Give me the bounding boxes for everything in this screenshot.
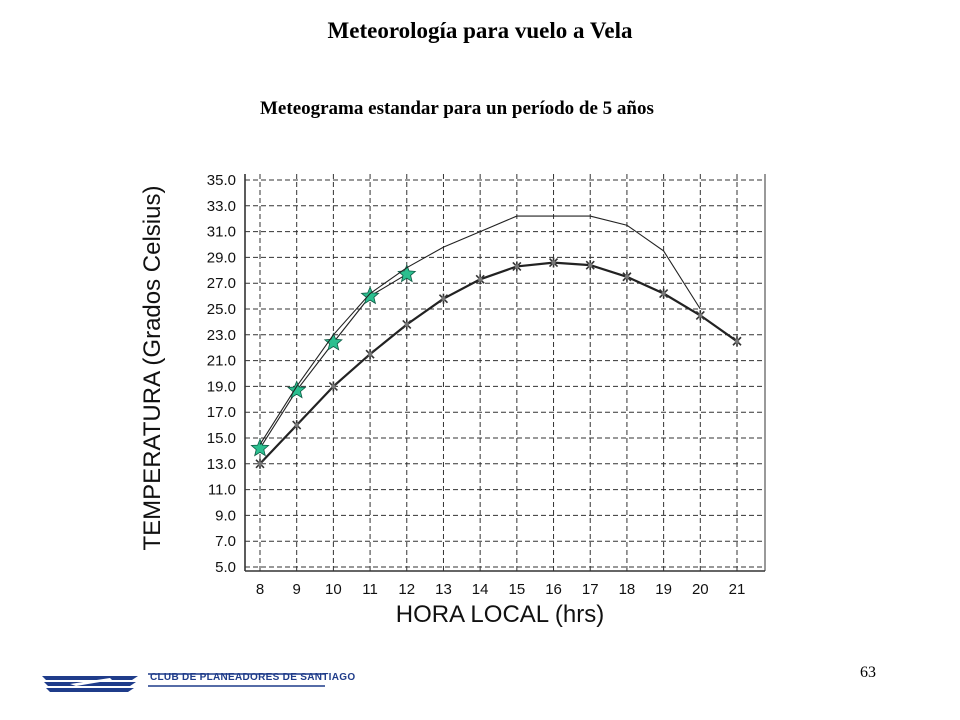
x-tick-label: 10 xyxy=(325,581,342,598)
x-tick-label: 11 xyxy=(362,581,378,598)
y-tick-label: 29.0 xyxy=(207,249,236,266)
x-tick-label: 19 xyxy=(655,581,672,598)
cross-center xyxy=(257,461,263,466)
cross-center xyxy=(551,260,556,265)
page-number: 63 xyxy=(860,664,876,681)
cross-center xyxy=(624,274,630,279)
y-tick-label: 33.0 xyxy=(207,198,236,215)
cross-center xyxy=(477,277,483,282)
cross-center xyxy=(734,339,740,344)
y-axis-label: TEMPERATURA (Grados Celsius) xyxy=(139,186,166,551)
cross-center xyxy=(698,313,703,318)
club-logo xyxy=(40,666,330,700)
y-tick-labels: 35.0 33.0 31.0 29.0 27.0 25.0 23.0 21.0 19.0 17.0… xyxy=(207,172,236,576)
star-marker xyxy=(250,438,270,457)
cross-marker xyxy=(512,261,522,272)
cross-marker xyxy=(585,260,595,271)
cross-center xyxy=(588,262,593,268)
y-tick-label: 19.0 xyxy=(207,378,236,395)
page-title: Meteorología para vuelo a Vela xyxy=(327,18,633,43)
x-tick-label: 21 xyxy=(729,581,746,598)
chart-series xyxy=(250,215,742,469)
x-tick-labels: 8 9 10 11 12 13 14 15 16 17 18 19 20 21 xyxy=(256,581,746,598)
y-tick-label: 11.0 xyxy=(208,482,236,499)
x-tick-label: 12 xyxy=(398,581,415,598)
cross-marker xyxy=(622,271,632,282)
y-tick-label: 21.0 xyxy=(207,353,236,370)
cross-marker xyxy=(402,319,412,330)
chart-subtitle: Meteograma estandar para un período de 5… xyxy=(260,98,654,119)
x-tick-label: 9 xyxy=(293,581,301,598)
cross-marker xyxy=(255,458,265,469)
chart-grid xyxy=(244,174,766,572)
x-axis-label: HORA LOCAL (hrs) xyxy=(396,601,605,628)
cross-center xyxy=(404,322,409,327)
star-marker xyxy=(397,264,417,283)
y-tick-label: 23.0 xyxy=(207,327,236,344)
glider-logo-icon xyxy=(40,672,325,694)
x-tick-label: 18 xyxy=(619,581,636,598)
cross-marker xyxy=(695,310,705,321)
x-tick-label: 20 xyxy=(692,581,709,598)
cross-center xyxy=(661,291,666,296)
y-tick-label: 7.0 xyxy=(215,533,236,550)
x-tick-label: 16 xyxy=(545,581,562,598)
star-marker xyxy=(287,380,307,399)
y-tick-label: 31.0 xyxy=(207,224,236,241)
x-tick-label: 14 xyxy=(472,581,489,598)
y-tick-label: 9.0 xyxy=(215,507,236,524)
cross-marker xyxy=(659,288,669,299)
cross-center xyxy=(331,384,336,389)
club-name: CLUB DE PLANEADORES DE SANTIAGO xyxy=(150,672,356,683)
cross-marker xyxy=(475,274,485,285)
y-tick-label: 35.0 xyxy=(207,172,236,189)
y-tick-label: 27.0 xyxy=(207,275,236,292)
cross-marker xyxy=(732,336,742,347)
y-tick-label: 13.0 xyxy=(207,456,236,473)
cross-marker xyxy=(292,420,302,431)
x-tick-label: 13 xyxy=(435,581,452,598)
series-line xyxy=(259,261,738,465)
cross-center xyxy=(294,422,299,428)
cross-center xyxy=(514,264,520,269)
y-tick-label: 17.0 xyxy=(207,404,236,421)
cross-marker xyxy=(328,381,338,392)
cross-marker xyxy=(438,293,449,304)
star-marker xyxy=(360,286,380,305)
series-line xyxy=(259,215,701,445)
y-tick-label: 25.0 xyxy=(207,301,236,318)
cross-center xyxy=(441,296,446,301)
y-tick-label: 15.0 xyxy=(207,430,236,447)
cross-center xyxy=(367,351,373,357)
x-tick-label: 8 xyxy=(256,581,264,598)
x-tick-label: 17 xyxy=(582,581,599,598)
cross-marker xyxy=(365,349,375,360)
star-marker xyxy=(323,332,343,351)
x-tick-label: 15 xyxy=(509,581,526,598)
y-tick-label: 5.0 xyxy=(215,559,236,576)
cross-marker xyxy=(548,257,559,268)
